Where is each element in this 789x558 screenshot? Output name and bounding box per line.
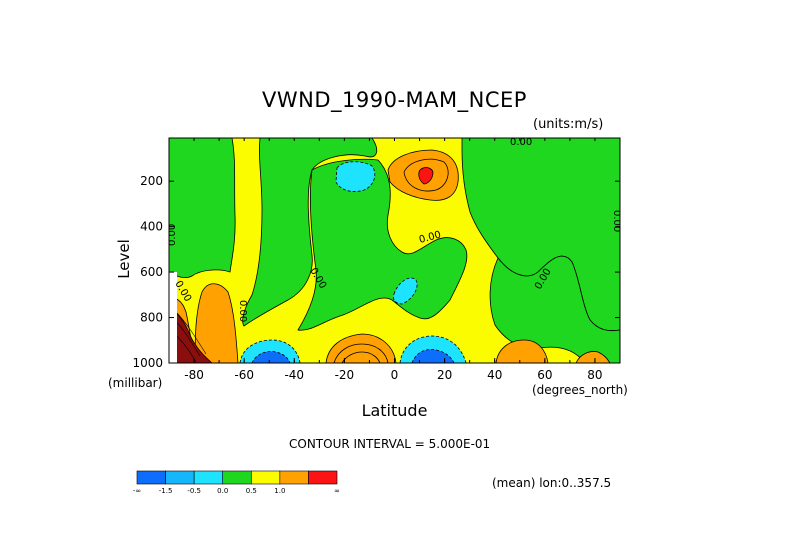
field-blue-lower-left — [251, 351, 291, 363]
field-orange-left — [194, 283, 239, 363]
contour-interval-note: CONTOUR INTERVAL = 5.000E-01 — [289, 437, 491, 451]
colorbar-label: 0.5 — [246, 487, 257, 495]
units-note: (units:m/s) — [533, 117, 604, 132]
colorbar-swatch — [165, 470, 195, 485]
colorbar-swatch — [193, 470, 224, 485]
field-cyan-mid — [393, 277, 418, 305]
x-tick-label: 0 — [391, 368, 399, 382]
field-orange-lower-right — [495, 339, 549, 363]
x-tick-label: -60 — [234, 368, 254, 382]
field-negative-left — [169, 138, 236, 279]
y-axis: 200 400 600 800 1000 — [132, 174, 620, 370]
x-tick-label: -40 — [284, 368, 304, 382]
colorbar-swatch — [250, 470, 281, 485]
x-axis: -80 -60 -40 -20 0 20 40 60 80 — [168, 138, 621, 382]
colorbar-label: -∞ — [133, 487, 141, 495]
colorbar-label: -0.5 — [187, 487, 201, 495]
field-cyan-upper — [335, 161, 376, 192]
y-tick-label: 800 — [140, 311, 163, 325]
y-axis-title: Level — [114, 239, 133, 279]
x-axis-unit: (degrees_north) — [532, 383, 628, 397]
x-tick-label: -20 — [335, 368, 355, 382]
x-tick-label: 80 — [587, 368, 602, 382]
x-axis-title: Latitude — [361, 401, 428, 420]
colorbar-label: 0.0 — [217, 487, 228, 495]
mean-note: (mean) lon:0..357.5 — [492, 476, 612, 490]
colorbar-swatch — [279, 470, 309, 485]
field-blue-lower-right — [411, 349, 455, 363]
y-tick-label: 600 — [140, 265, 163, 279]
colorbar-label: ∞ — [334, 487, 340, 495]
chart-title: VWND_1990-MAM_NCEP — [262, 88, 527, 112]
y-axis-unit: (millibar) — [108, 376, 163, 390]
field-orange-lower-far-right — [575, 351, 611, 363]
colorbar-swatch — [136, 470, 166, 485]
colorbar-swatch — [222, 470, 252, 485]
contour-label: 0.00 — [611, 210, 622, 232]
colorbar-swatch — [308, 470, 338, 485]
y-tick-label: 400 — [140, 220, 163, 234]
contour-label: 0.00 — [167, 224, 178, 246]
colorbar-label: 1.0 — [274, 487, 285, 495]
contour-label: 0.00 — [510, 137, 532, 148]
field-negative-center-2 — [297, 158, 468, 331]
x-tick-label: 20 — [437, 368, 452, 382]
contour-label: 0.00 — [237, 300, 248, 322]
colorbar: -∞ -1.5 -0.5 0.0 0.5 1.0 ∞ — [133, 470, 340, 495]
y-tick-label: 1000 — [132, 356, 163, 370]
x-tick-label: 60 — [537, 368, 552, 382]
field-orange-lower-center — [325, 333, 397, 363]
field-negative-center — [242, 138, 378, 327]
field-negative-right-low — [489, 255, 620, 363]
field-red-upper — [418, 167, 434, 185]
colorbar-label: -1.5 — [159, 487, 173, 495]
x-tick-label: 40 — [487, 368, 502, 382]
y-tick-label: 200 — [140, 174, 163, 188]
x-tick-label: -80 — [184, 368, 204, 382]
